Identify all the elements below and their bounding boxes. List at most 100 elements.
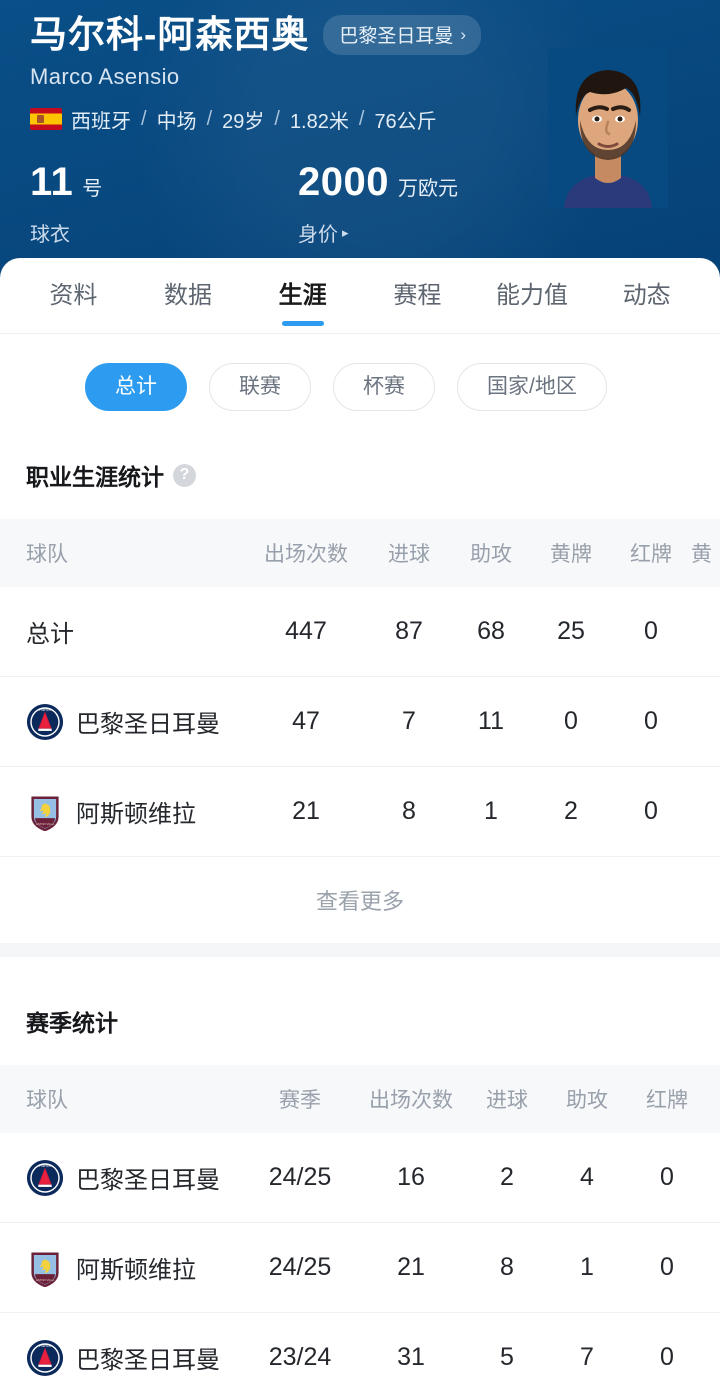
season-row-goals: 5 [500,1343,514,1371]
career-col-yellow: 黄牌 [550,543,592,566]
player-name-cn: 马尔科-阿森西奥 [30,14,310,55]
psg-badge-icon: PARIS [26,1339,64,1376]
current-team-label: 巴黎圣日耳曼 [339,26,454,48]
season-row-goals: 8 [500,1253,514,1281]
player-meta-row: 西班牙 / 中场 / 29岁 / 1.82米 / 76公斤 [30,105,694,134]
psg-badge-icon: PARIS [26,1159,64,1196]
career-row-apps: 21 [292,797,320,825]
jersey-number-unit: 号 [82,177,103,200]
tab-dongtai[interactable]: 动态 [622,281,671,309]
aston-villa-badge-icon: ASTON VILLA [31,1252,59,1287]
career-row-red: 0 [644,797,658,825]
season-row-red: 0 [660,1163,674,1191]
hero-stats-row: 11 号 球衣 2000 万欧元 身价 ▸ [30,162,694,247]
season-col-goals: 进球 [486,1089,528,1112]
aston-villa-badge-icon: ASTON VILLA [31,796,59,831]
filter-pill-cup[interactable]: 杯赛 [333,363,435,411]
spain-flag-icon [30,108,62,131]
tab-nenglizhi[interactable]: 能力值 [496,281,569,309]
career-row-red: 0 [644,707,658,735]
career-show-more-button[interactable]: 查看更多 [0,857,720,943]
season-row-apps: 21 [397,1253,425,1281]
career-row-team-label: 阿斯顿维拉 [76,801,196,828]
tab-shengya[interactable]: 生涯 [245,258,360,334]
career-stats-table: 球队 出场次数 进球 助攻 黄牌 红牌 黄 总计 447 87 68 25 0 [0,519,720,943]
meta-separator-3: / [274,107,280,130]
career-col-red: 红牌 [630,543,672,566]
jersey-label: 球衣 [30,218,298,247]
meta-separator-4: / [358,107,365,130]
career-row-yellow: 2 [564,797,578,825]
season-row-season: 24/25 [268,1253,332,1281]
career-col-goals: 进球 [388,543,430,566]
svg-text:ASTON VILLA: ASTON VILLA [36,821,54,825]
chevron-right-icon: › [460,25,467,45]
tab-shuju[interactable]: 数据 [164,281,212,309]
current-team-chip[interactable]: 巴黎圣日耳曼 › [323,15,482,56]
svg-text:PARIS: PARIS [39,1342,51,1347]
season-col-assists: 助攻 [566,1089,608,1112]
player-age: 29岁 [222,110,265,133]
jersey-label-text: 球衣 [30,223,70,246]
player-weight: 76公斤 [374,110,437,133]
player-name-row: 马尔科-阿森西奥 巴黎圣日耳曼 › [30,14,694,57]
career-row-apps: 47 [292,707,320,735]
career-row-assists: 1 [484,797,498,825]
season-row-red: 0 [660,1343,674,1371]
psg-badge-icon: PARIS [26,703,64,740]
market-value-block[interactable]: 2000 万欧元 身价 ▸ [298,162,458,247]
career-row-team: 总计 [0,614,245,649]
filter-pill-total[interactable]: 总计 [85,363,187,411]
tab-saicheng[interactable]: 赛程 [393,281,442,309]
season-row-goals: 2 [500,1163,514,1191]
career-row-assists: 68 [477,617,505,645]
season-row-team-label: 阿斯顿维拉 [76,1257,196,1284]
season-row-team-label: 巴黎圣日耳曼 [76,1347,220,1374]
career-row-apps: 447 [285,617,327,645]
svg-text:ASTON VILLA: ASTON VILLA [36,1277,54,1281]
career-row-team-label: 巴黎圣日耳曼 [76,711,220,738]
career-col-team: 球队 [26,543,68,566]
jersey-stat-block: 11 号 球衣 [30,162,298,247]
table-row[interactable]: 总计 447 87 68 25 0 [0,587,720,677]
season-row-assists: 1 [580,1253,594,1281]
career-row-yellow: 0 [564,707,578,735]
table-row[interactable]: PARIS 巴黎圣日耳曼 24/25 16 2 4 0 [0,1133,720,1223]
season-row-assists: 7 [580,1343,594,1371]
profile-tabs: 资料 数据 生涯 赛程 能力值 动态 [0,258,720,334]
season-row-red: 0 [660,1253,674,1281]
season-row-assists: 4 [580,1163,594,1191]
career-row-red: 0 [644,617,658,645]
career-stats-title-text: 职业生涯统计 [26,464,164,490]
player-height: 1.82米 [289,110,349,133]
season-row-season: 24/25 [268,1163,332,1191]
tab-ziliao[interactable]: 资料 [49,281,98,309]
player-nationality: 西班牙 [71,110,131,133]
career-row-team: ASTON VILLA 阿斯顿维拉 [0,793,245,831]
season-row-season: 23/24 [268,1343,332,1371]
career-col-extra-cutoff: 黄 [691,543,712,566]
table-row[interactable]: PARIS 巴黎圣日耳曼 47 7 11 0 0 [0,677,720,767]
filter-pill-country[interactable]: 国家/地区 [457,363,607,411]
filter-pill-league[interactable]: 联赛 [209,363,311,411]
career-row-yellow: 25 [557,617,585,645]
season-col-team: 球队 [26,1089,68,1112]
player-hero-header: 马尔科-阿森西奥 巴黎圣日耳曼 › Marco Asensio 西班牙 / 中场… [0,0,720,285]
player-portrait-icon [548,48,668,208]
season-col-season: 赛季 [279,1089,321,1112]
player-name-en: Marco Asensio [30,63,180,89]
market-value-label[interactable]: 身价 ▸ [298,218,458,247]
table-row[interactable]: ASTON VILLA 阿斯顿维拉 24/25 21 8 1 0 [0,1223,720,1313]
career-col-assists: 助攻 [470,543,512,566]
table-row[interactable]: ASTON VILLA 阿斯顿维拉 21 8 1 2 0 [0,767,720,857]
season-row-apps: 16 [397,1163,425,1191]
career-table-header: 球队 出场次数 进球 助攻 黄牌 红牌 黄 [0,519,720,587]
help-icon[interactable]: ? [173,463,196,487]
season-row-apps: 31 [397,1343,425,1371]
table-row[interactable]: PARIS 巴黎圣日耳曼 23/24 31 5 7 0 [0,1313,720,1390]
market-value-unit: 万欧元 [397,177,458,200]
market-value-label-text: 身价 [298,223,338,246]
player-position: 中场 [156,110,197,133]
career-row-goals: 87 [395,617,423,645]
